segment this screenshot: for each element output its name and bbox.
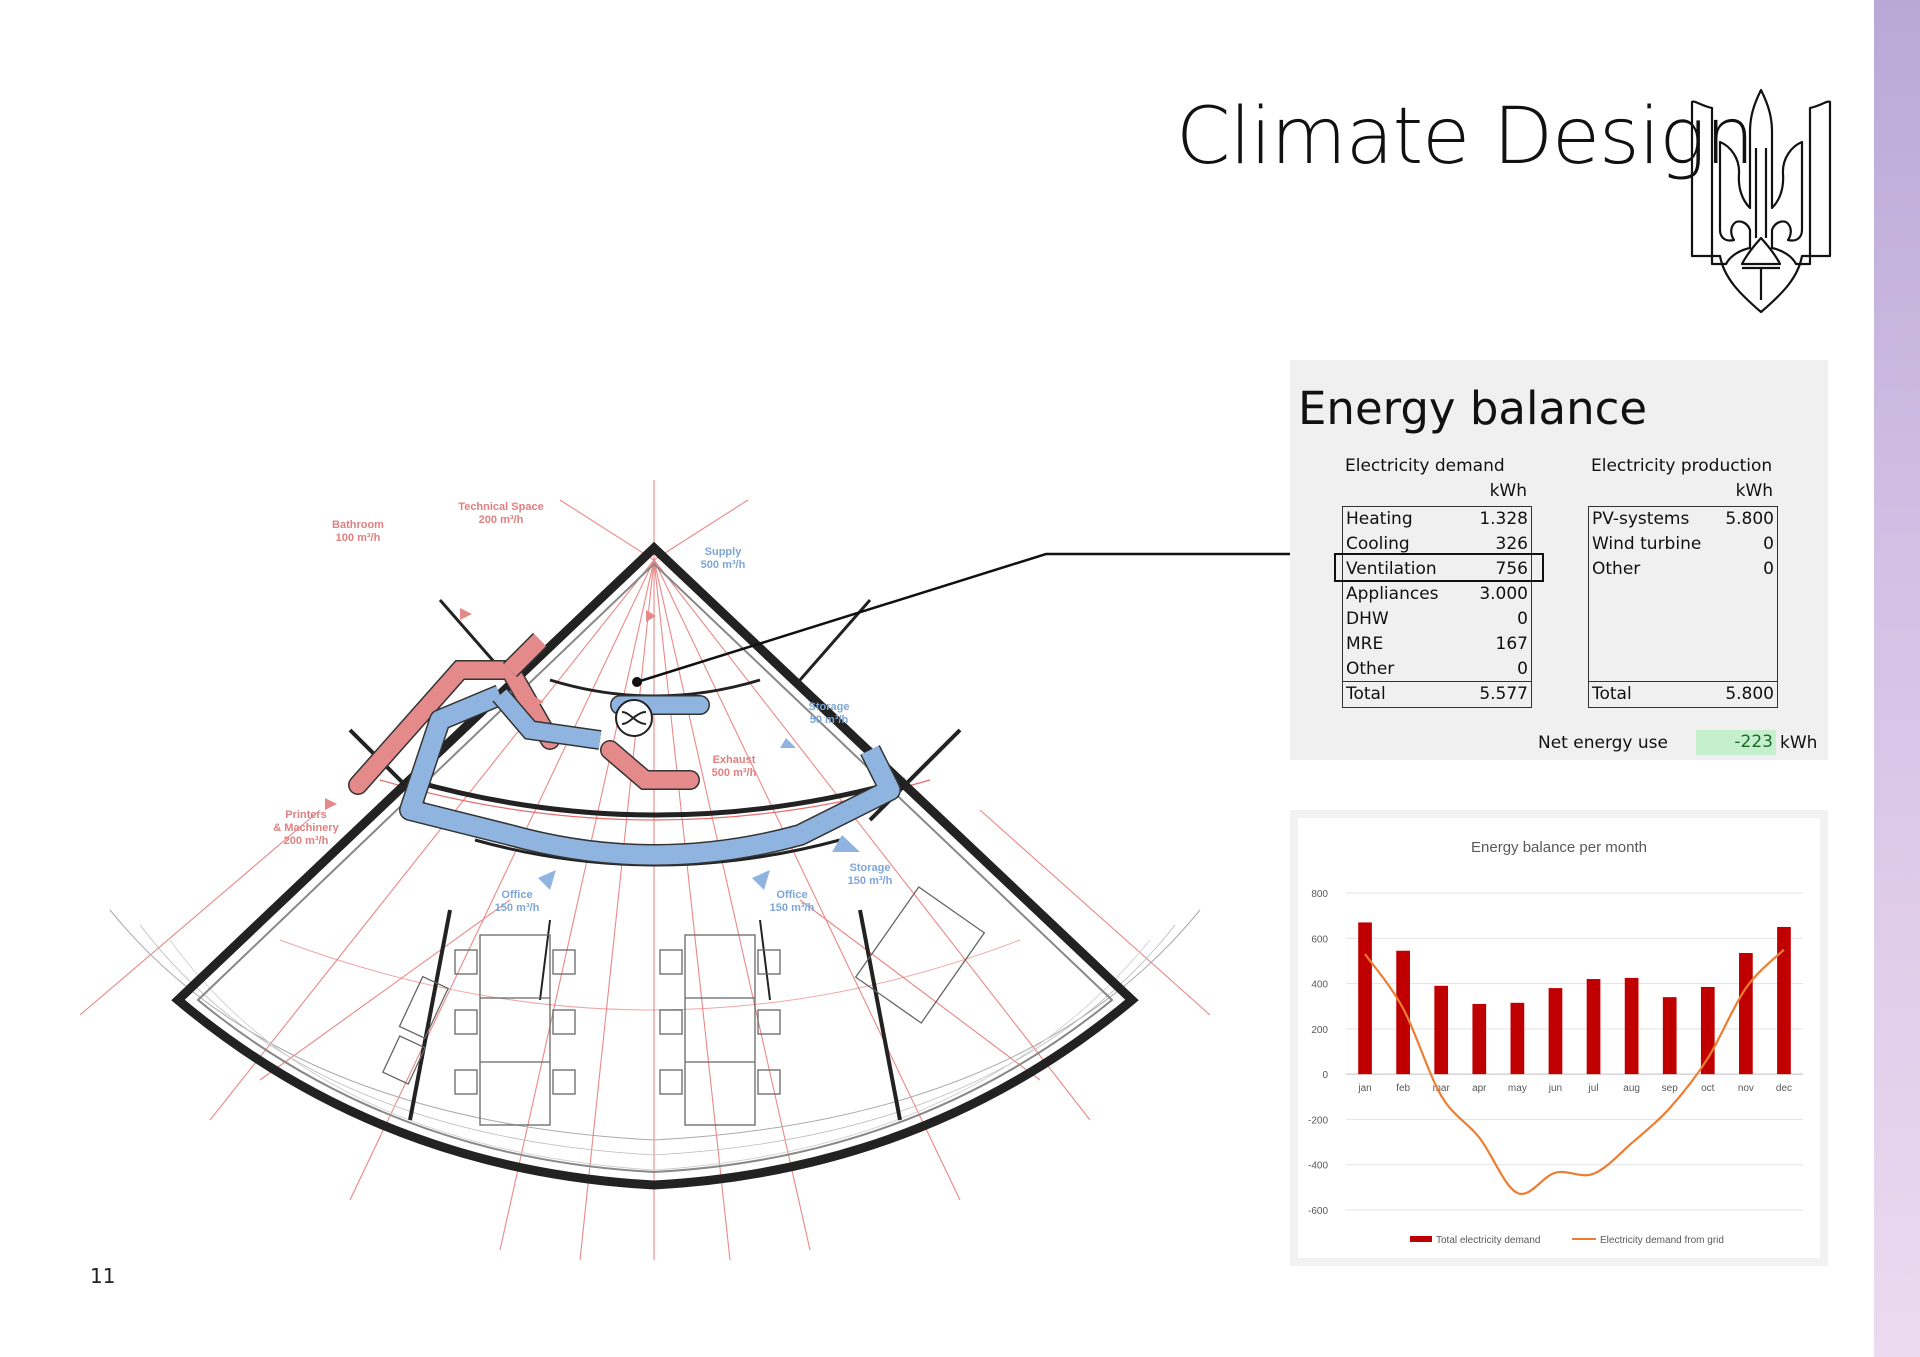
ventilation-floor-plan: Technical Space 200 m³/h Bathroom 100 m³… <box>80 480 1211 1261</box>
x-tick-label: apr <box>1472 1083 1487 1094</box>
ventilation-highlight-box <box>1334 553 1544 582</box>
demand-heading: Electricity demand <box>1345 456 1505 476</box>
monthly-chart-panel: Energy balance per month 800 600 400 200 0 -20… <box>1290 810 1828 1266</box>
y-tick-label: 600 <box>1311 934 1328 945</box>
y-tick-label: -200 <box>1308 1115 1328 1126</box>
label-technical-space: Technical Space <box>458 501 543 513</box>
legend-label-demand: Total electricity demand <box>1436 1235 1541 1246</box>
y-tick-label: -600 <box>1308 1206 1328 1217</box>
table-row: PV-systems 5.800 <box>1592 509 1774 529</box>
legend-label-grid: Electricity demand from grid <box>1600 1235 1724 1246</box>
table-row: Cooling 326 <box>1346 534 1528 554</box>
side-color-strip <box>1874 0 1920 1357</box>
label-bathroom: Bathroom <box>332 519 384 531</box>
flow-office-left: 150 m³/h <box>495 902 540 914</box>
page-title: Climate Design <box>1176 92 1755 182</box>
x-tick-label: feb <box>1396 1083 1410 1094</box>
energy-balance-panel: Energy balance Electricity demand kWh El… <box>1290 360 1828 760</box>
table-row: Wind turbine 0 <box>1592 534 1774 554</box>
table-row: Other 0 <box>1592 559 1774 579</box>
energy-balance-title: Energy balance <box>1298 382 1648 435</box>
bar-mar <box>1434 985 1449 1075</box>
bar-may <box>1510 1002 1525 1075</box>
bar-nov <box>1739 953 1753 1075</box>
chart-area: Energy balance per month 800 600 400 200 0 -20… <box>1298 818 1820 1258</box>
table-row: MRE 167 <box>1346 634 1528 654</box>
net-energy-value: -223 <box>1696 730 1776 755</box>
energy-balance-chart: Energy balance per month 800 600 400 200 0 -20… <box>1308 839 1803 1246</box>
bar-dec <box>1777 926 1791 1075</box>
flow-exhaust: 500 m³/h <box>712 767 757 779</box>
x-tick-label: mar <box>1433 1083 1451 1094</box>
legend-swatch-demand <box>1410 1236 1432 1242</box>
label-printers-line2: & Machinery <box>273 822 339 834</box>
exhaust-duct <box>348 632 700 795</box>
flow-bathroom: 100 m³/h <box>336 532 381 544</box>
label-supply: Supply <box>705 546 743 558</box>
y-tick-label: 0 <box>1322 1070 1328 1081</box>
table-row: Other 0 <box>1346 659 1528 679</box>
bar-sep <box>1662 997 1677 1075</box>
net-energy-label: Net energy use <box>1538 733 1668 753</box>
x-tick-label: jun <box>1548 1083 1562 1094</box>
production-heading: Electricity production <box>1591 456 1773 476</box>
table-row: DHW 0 <box>1346 609 1528 629</box>
bar-jan <box>1358 922 1372 1075</box>
y-tick-label: 800 <box>1311 889 1328 900</box>
flow-printers: 200 m³/h <box>284 835 329 847</box>
series-line-grid-demand <box>1364 948 1785 1196</box>
label-printers-line1: Printers <box>285 809 327 821</box>
radial-guide-lines <box>80 480 1211 1261</box>
flow-storage-large: 150 m³/h <box>848 875 893 887</box>
label-exhaust: Exhaust <box>713 754 756 766</box>
flow-supply: 500 m³/h <box>701 559 746 571</box>
x-tick-label: jul <box>1588 1083 1599 1094</box>
label-storage-large: Storage <box>850 862 891 874</box>
bar-apr <box>1472 1003 1487 1075</box>
callout-anchor-dot <box>632 677 642 687</box>
demand-total-row: Total 5.577 <box>1343 681 1531 707</box>
office-desks <box>381 886 986 1126</box>
y-tick-label: 200 <box>1311 1025 1328 1036</box>
x-tick-label: oct <box>1701 1083 1715 1094</box>
label-storage-small: Storage <box>809 701 850 713</box>
y-tick-label: 400 <box>1311 980 1328 991</box>
bar-jun <box>1548 988 1563 1075</box>
demand-unit: kWh <box>1489 481 1527 501</box>
flow-storage-small: 50 m³/h <box>810 714 849 726</box>
bar-aug <box>1624 977 1639 1075</box>
bar-feb <box>1396 950 1410 1075</box>
x-tick-label: jan <box>1357 1083 1371 1094</box>
bar-oct <box>1700 986 1715 1075</box>
demand-table: Heating 1.328 Cooling 326 Ventilation 756 A… <box>1342 506 1532 708</box>
x-tick-label: nov <box>1738 1083 1754 1094</box>
x-tick-label: sep <box>1662 1083 1679 1094</box>
label-office-left: Office <box>501 889 532 901</box>
production-table: PV-systems 5.800 Wind turbine 0 Other 0 Tot… <box>1588 506 1778 708</box>
table-row: Heating 1.328 <box>1346 509 1528 529</box>
bar-jul <box>1586 979 1601 1075</box>
flow-office-right: 150 m³/h <box>770 902 815 914</box>
chart-title: Energy balance per month <box>1471 839 1647 856</box>
table-row: Ventilation 756 <box>1346 559 1528 579</box>
y-tick-label: -400 <box>1308 1161 1328 1172</box>
x-tick-label: aug <box>1623 1083 1640 1094</box>
x-tick-label: may <box>1508 1083 1527 1094</box>
net-energy-unit: kWh <box>1780 733 1818 753</box>
table-row: Appliances 3.000 <box>1346 584 1528 604</box>
production-unit: kWh <box>1735 481 1773 501</box>
production-total-row: Total 5.800 <box>1589 681 1777 707</box>
label-office-right: Office <box>776 889 807 901</box>
trident-emblem-icon <box>1690 88 1832 314</box>
flow-technical-space: 200 m³/h <box>479 514 524 526</box>
page-number: 11 <box>90 1264 116 1288</box>
x-tick-label: dec <box>1776 1083 1792 1094</box>
